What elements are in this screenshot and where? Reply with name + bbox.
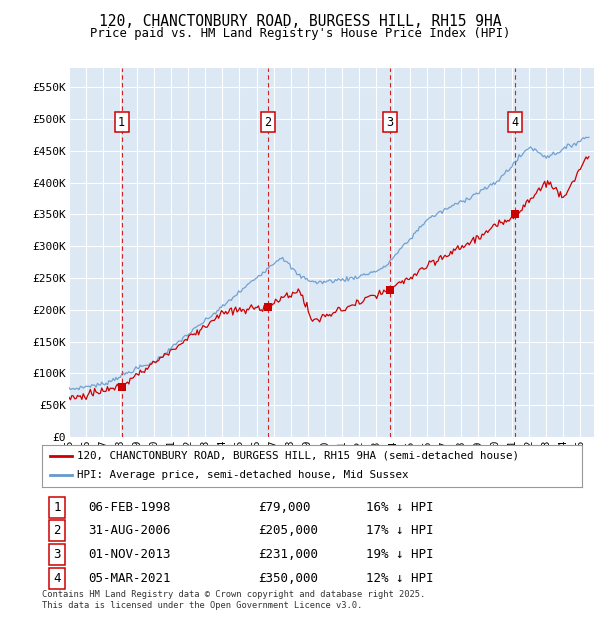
- Text: 2: 2: [264, 116, 271, 129]
- Text: £205,000: £205,000: [258, 524, 318, 537]
- Text: 4: 4: [512, 116, 518, 129]
- Text: 3: 3: [53, 548, 61, 561]
- Text: 16% ↓ HPI: 16% ↓ HPI: [366, 500, 433, 513]
- Text: 06-FEB-1998: 06-FEB-1998: [88, 500, 170, 513]
- Text: £231,000: £231,000: [258, 548, 318, 561]
- Text: 19% ↓ HPI: 19% ↓ HPI: [366, 548, 433, 561]
- Text: 17% ↓ HPI: 17% ↓ HPI: [366, 524, 433, 537]
- Text: 120, CHANCTONBURY ROAD, BURGESS HILL, RH15 9HA: 120, CHANCTONBURY ROAD, BURGESS HILL, RH…: [99, 14, 501, 29]
- Text: 1: 1: [53, 500, 61, 513]
- Text: HPI: Average price, semi-detached house, Mid Sussex: HPI: Average price, semi-detached house,…: [77, 471, 409, 480]
- Text: 31-AUG-2006: 31-AUG-2006: [88, 524, 170, 537]
- Text: 3: 3: [386, 116, 394, 129]
- Text: 2: 2: [53, 524, 61, 537]
- Text: Contains HM Land Registry data © Crown copyright and database right 2025.
This d: Contains HM Land Registry data © Crown c…: [42, 590, 425, 609]
- Text: £79,000: £79,000: [258, 500, 311, 513]
- Text: 12% ↓ HPI: 12% ↓ HPI: [366, 572, 433, 585]
- Text: 1: 1: [118, 116, 125, 129]
- Text: Price paid vs. HM Land Registry's House Price Index (HPI): Price paid vs. HM Land Registry's House …: [90, 27, 510, 40]
- Text: £350,000: £350,000: [258, 572, 318, 585]
- Text: 01-NOV-2013: 01-NOV-2013: [88, 548, 170, 561]
- Text: 4: 4: [53, 572, 61, 585]
- Text: 05-MAR-2021: 05-MAR-2021: [88, 572, 170, 585]
- Text: 120, CHANCTONBURY ROAD, BURGESS HILL, RH15 9HA (semi-detached house): 120, CHANCTONBURY ROAD, BURGESS HILL, RH…: [77, 451, 519, 461]
